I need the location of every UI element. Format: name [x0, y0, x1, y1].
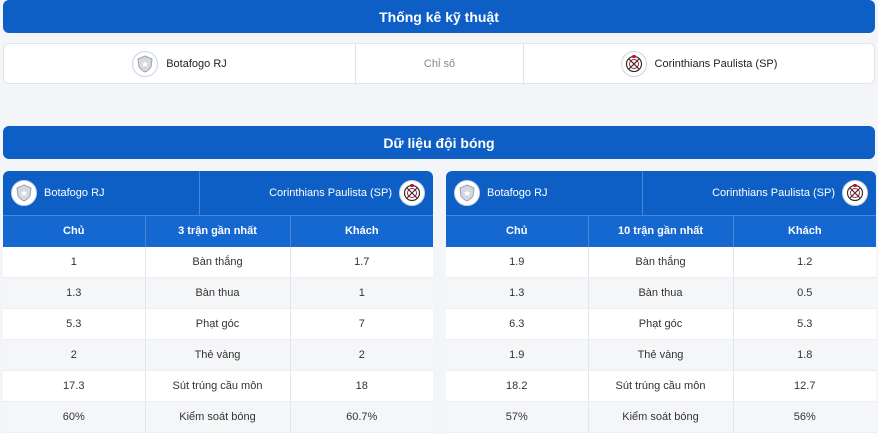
- away-value: 60.7%: [290, 401, 433, 433]
- stat-label: Kiểm soát bóng: [588, 401, 734, 433]
- team-comparison-bar: Botafogo RJ Chỉ số Corinthians Paulista …: [3, 43, 875, 84]
- home-value: 1.9: [446, 246, 589, 278]
- panel-team-header: Botafogo RJ Corinthians Paulista (SP): [446, 171, 876, 215]
- table-row: 1 Bàn thắng 1.7: [3, 246, 433, 278]
- panel-away-team-name: Corinthians Paulista (SP): [712, 187, 835, 199]
- panel-away-team[interactable]: Corinthians Paulista (SP): [200, 171, 433, 215]
- column-header-period: 10 trận gần nhất: [588, 215, 734, 247]
- away-value: 1: [290, 277, 433, 309]
- home-value: 57%: [446, 401, 589, 433]
- stat-label: Thẻ vàng: [145, 339, 291, 371]
- corinthians-logo-icon: [620, 50, 647, 77]
- column-header-home: Chủ: [3, 215, 146, 247]
- away-value: 12.7: [733, 370, 876, 402]
- column-header-home: Chủ: [446, 215, 589, 247]
- home-value: 1: [3, 246, 146, 278]
- panel-away-team-name: Corinthians Paulista (SP): [269, 187, 392, 199]
- panel-home-team[interactable]: Botafogo RJ: [3, 171, 200, 215]
- away-value: 2: [290, 339, 433, 371]
- last-3-matches-panel: Botafogo RJ Corinthians Paulista (SP) Ch…: [3, 171, 433, 434]
- home-value: 1.3: [3, 277, 146, 309]
- team-data-title: Dữ liệu đội bóng: [383, 134, 495, 151]
- last-10-matches-panel: Botafogo RJ Corinthians Paulista (SP) Ch…: [446, 171, 876, 434]
- corinthians-logo-icon: [842, 180, 868, 206]
- home-value: 1.9: [446, 339, 589, 371]
- technical-stats-title: Thống kê kỹ thuật: [379, 8, 499, 25]
- team-data-header: Dữ liệu đội bóng: [3, 126, 875, 159]
- corinthians-logo-icon: [399, 180, 425, 206]
- table-row: 5.3 Phạt góc 7: [3, 308, 433, 340]
- home-value: 1.3: [446, 277, 589, 309]
- stat-label: Phạt góc: [145, 308, 291, 340]
- stat-label: Bàn thua: [588, 277, 734, 309]
- panel-home-team[interactable]: Botafogo RJ: [446, 171, 643, 215]
- home-value: 60%: [3, 401, 146, 433]
- comparison-away-team-name: Corinthians Paulista (SP): [654, 57, 778, 70]
- table-row: 17.3 Sút trúng cầu môn 18: [3, 370, 433, 402]
- away-value: 5.3: [733, 308, 876, 340]
- comparison-label-text: Chỉ số: [423, 57, 456, 70]
- away-value: 0.5: [733, 277, 876, 309]
- technical-stats-header: Thống kê kỹ thuật: [3, 0, 875, 33]
- panel-home-team-name: Botafogo RJ: [487, 187, 548, 199]
- stat-label: Thẻ vàng: [588, 339, 734, 371]
- table-row: 60% Kiểm soát bóng 60.7%: [3, 401, 433, 433]
- comparison-home-team-name: Botafogo RJ: [166, 57, 227, 70]
- botafogo-logo-icon: [11, 180, 37, 206]
- stats-table: Chủ 3 trận gần nhất Khách 1 Bàn thắng 1.…: [3, 215, 433, 433]
- table-header-row: Chủ 3 trận gần nhất Khách: [3, 215, 433, 247]
- away-value: 1.7: [290, 246, 433, 278]
- home-value: 6.3: [446, 308, 589, 340]
- home-value: 18.2: [446, 370, 589, 402]
- stat-label: Sút trúng cầu môn: [145, 370, 291, 402]
- table-row: 1.3 Bàn thua 0.5: [446, 277, 876, 309]
- table-row: 6.3 Phạt góc 5.3: [446, 308, 876, 340]
- panel-home-team-name: Botafogo RJ: [44, 187, 105, 199]
- home-value: 17.3: [3, 370, 146, 402]
- table-row: 1.9 Bàn thắng 1.2: [446, 246, 876, 278]
- botafogo-logo-icon: [132, 50, 159, 77]
- comparison-label: Chỉ số: [356, 44, 524, 83]
- column-header-away: Khách: [733, 215, 876, 247]
- table-row: 2 Thẻ vàng 2: [3, 339, 433, 371]
- stat-label: Phạt góc: [588, 308, 734, 340]
- stat-label: Kiểm soát bóng: [145, 401, 291, 433]
- home-value: 2: [3, 339, 146, 371]
- column-header-period: 3 trận gần nhất: [145, 215, 291, 247]
- stats-table: Chủ 10 trận gần nhất Khách 1.9 Bàn thắng…: [446, 215, 876, 433]
- comparison-away-team[interactable]: Corinthians Paulista (SP): [524, 44, 874, 83]
- home-value: 5.3: [3, 308, 146, 340]
- away-value: 1.8: [733, 339, 876, 371]
- table-row: 1.3 Bàn thua 1: [3, 277, 433, 309]
- away-value: 56%: [733, 401, 876, 433]
- table-header-row: Chủ 10 trận gần nhất Khách: [446, 215, 876, 247]
- column-header-away: Khách: [290, 215, 433, 247]
- away-value: 1.2: [733, 246, 876, 278]
- stat-label: Bàn thắng: [588, 246, 734, 278]
- stat-label: Bàn thắng: [145, 246, 291, 278]
- comparison-home-team[interactable]: Botafogo RJ: [4, 44, 356, 83]
- panel-away-team[interactable]: Corinthians Paulista (SP): [643, 171, 876, 215]
- table-row: 57% Kiểm soát bóng 56%: [446, 401, 876, 433]
- table-row: 1.9 Thẻ vàng 1.8: [446, 339, 876, 371]
- away-value: 18: [290, 370, 433, 402]
- stat-label: Sút trúng cầu môn: [588, 370, 734, 402]
- table-row: 18.2 Sút trúng cầu môn 12.7: [446, 370, 876, 402]
- panel-team-header: Botafogo RJ Corinthians Paulista (SP): [3, 171, 433, 215]
- botafogo-logo-icon: [454, 180, 480, 206]
- stat-label: Bàn thua: [145, 277, 291, 309]
- away-value: 7: [290, 308, 433, 340]
